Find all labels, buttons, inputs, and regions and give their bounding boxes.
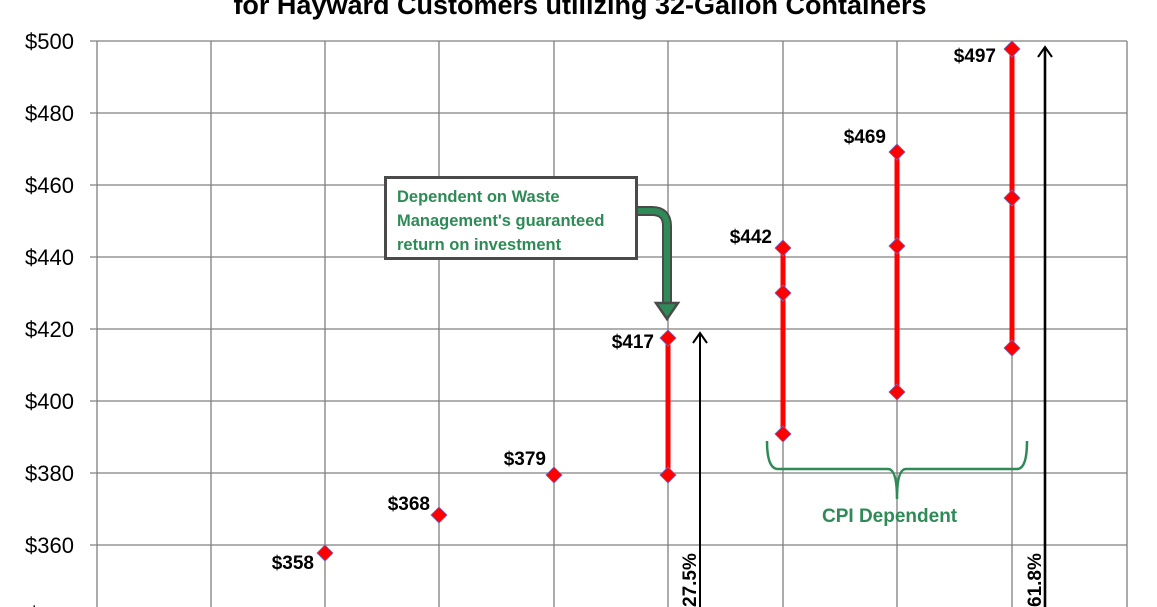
y-tick-380: $380: [25, 461, 74, 486]
chart-title: for Hayward Customers utilizing 32-Gallo…: [233, 0, 926, 20]
callout-waste-management: Dependent on Waste Management's guarante…: [384, 176, 638, 260]
y-axis-labels: $500 $480 $460 $440 $420 $400 $380 $360 …: [25, 29, 74, 607]
y-tick-360: $360: [25, 533, 74, 558]
marker-379a: [545, 466, 563, 484]
marker-368: [430, 506, 448, 524]
y-tick-420: $420: [25, 317, 74, 342]
label-469: $469: [844, 127, 886, 148]
marker-402: [888, 383, 906, 401]
vertical-gridlines: [96, 41, 1128, 607]
marker-442: [774, 239, 792, 257]
label-379: $379: [504, 449, 546, 470]
marker-443: [888, 237, 906, 255]
marker-358: [316, 544, 334, 562]
label-368: $368: [388, 494, 430, 515]
growth-pct-61: 61.8%: [1025, 553, 1046, 607]
callout-line-3: return on investment: [397, 236, 562, 254]
growth-pct-27: 27.5%: [680, 553, 701, 607]
y-tick-340: $: [28, 602, 40, 607]
marker-456: [1003, 189, 1021, 207]
marker-430: [774, 284, 792, 302]
y-tick-440: $440: [25, 245, 74, 270]
range-lines: [665, 50, 1015, 476]
y-tick-400: $400: [25, 389, 74, 414]
cpi-dependent-label: CPI Dependent: [822, 506, 958, 527]
label-442: $442: [730, 227, 772, 248]
cpi-brace-icon: [765, 440, 1029, 500]
data-markers: [316, 40, 1021, 562]
marker-379b: [659, 466, 677, 484]
y-tick-480: $480: [25, 101, 74, 126]
marker-497: [1003, 40, 1021, 58]
marker-417: [659, 329, 677, 347]
callout-arrow-icon: [638, 206, 681, 322]
growth-arrows: [692, 45, 1053, 607]
y-tick-500: $500: [25, 29, 74, 54]
marker-414: [1003, 339, 1021, 357]
callout-line-2: Management's guaranteed: [397, 212, 605, 230]
label-497: $497: [954, 46, 996, 67]
callout-line-1: Dependent on Waste: [397, 188, 560, 206]
y-tick-460: $460: [25, 173, 74, 198]
marker-469: [888, 143, 906, 161]
label-417: $417: [612, 332, 654, 353]
data-labels: $358 $368 $379 $417 $442 $469 $497: [272, 46, 996, 574]
label-358: $358: [272, 553, 314, 574]
marker-391: [774, 425, 792, 443]
